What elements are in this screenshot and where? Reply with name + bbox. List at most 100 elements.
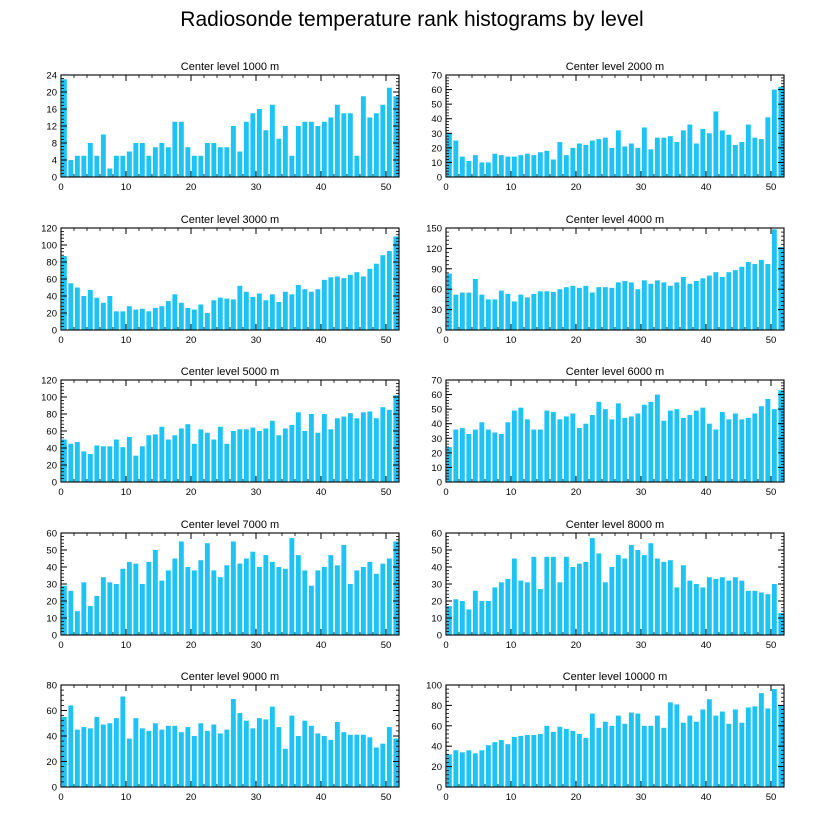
histogram-bar (139, 728, 145, 787)
histogram-bar (334, 565, 340, 635)
histogram-bar (360, 276, 366, 330)
histogram-panel-5: Center level 5000 m 0 10 20 30 40 50 0 20 40 60 80 1… (41, 366, 400, 498)
panel-title: Center level 1000 m (181, 61, 279, 73)
histogram-bar (347, 274, 353, 330)
histogram-bar (758, 693, 764, 787)
histogram-bar (765, 117, 771, 177)
histogram-bar (159, 729, 165, 788)
histogram-bar (113, 155, 119, 177)
histogram-bar (100, 724, 106, 787)
histogram-bar (81, 582, 87, 635)
histogram-bar (641, 280, 647, 330)
histogram-bar (276, 301, 282, 330)
histogram-bar (511, 737, 517, 787)
histogram-bar (295, 284, 301, 330)
histogram-bar (680, 417, 686, 482)
y-tick-label: 60 (46, 706, 57, 717)
histogram-bar (609, 567, 615, 635)
y-tick-label: 0 (437, 173, 442, 184)
histogram-bar (269, 294, 275, 330)
y-tick-label: 40 (46, 732, 57, 743)
histogram-bar (178, 428, 184, 482)
histogram-bar (459, 156, 465, 177)
histogram-bar (628, 143, 634, 177)
y-tick-label: 30 (46, 580, 57, 591)
histogram-bar (505, 744, 511, 787)
histogram-bar (373, 573, 379, 635)
histogram-bar (308, 414, 314, 482)
histogram-bar (544, 410, 550, 482)
histogram-bar (498, 740, 504, 787)
histogram-bar (453, 140, 459, 177)
x-tick-label: 10 (121, 182, 132, 193)
histogram-bar (204, 313, 210, 330)
histogram-bar (518, 580, 524, 635)
x-tick-label: 20 (186, 640, 197, 651)
histogram-bar (511, 301, 517, 330)
histogram-bar (217, 733, 223, 787)
histogram-bar (224, 298, 230, 330)
x-tick-label: 30 (636, 792, 647, 803)
histogram-bar (693, 584, 699, 635)
histogram-bar (120, 447, 126, 482)
x-tick-label: 20 (186, 335, 197, 346)
histogram-bar (269, 420, 275, 482)
y-tick-label: 30 (431, 434, 442, 445)
histogram-panel-4: Center level 4000 m 0 10 20 30 40 50 0 30 60 90 120… (426, 214, 785, 346)
histogram-bar (100, 302, 106, 330)
histogram-bar (120, 568, 126, 635)
histogram-bar (263, 719, 269, 787)
x-tick-label: 50 (381, 792, 392, 803)
histogram-bar (276, 567, 282, 635)
x-tick-label: 10 (121, 335, 132, 346)
histogram-panel-6: Center level 6000 m 0 10 20 30 40 50 0 10 20 30 40 5… (431, 366, 785, 498)
histogram-bar (289, 155, 295, 177)
histogram-bar (719, 130, 725, 177)
histogram-bar (680, 722, 686, 787)
histogram-bar (752, 264, 758, 330)
x-tick-label: 10 (506, 640, 517, 651)
histogram-bar (479, 750, 485, 787)
histogram-bar (739, 419, 745, 482)
histogram-bar (224, 147, 230, 177)
histogram-bar (576, 733, 582, 787)
histogram-bar (596, 401, 602, 482)
histogram-bar (191, 736, 197, 787)
histogram-bar (505, 422, 511, 482)
histogram-bar (726, 134, 732, 177)
x-tick-label: 40 (701, 487, 712, 498)
x-tick-label: 40 (316, 792, 327, 803)
x-tick-label: 10 (506, 487, 517, 498)
histogram-bar (250, 113, 256, 177)
histogram-bar (479, 422, 485, 482)
histogram-bar (615, 282, 621, 330)
histogram-bar (544, 725, 550, 787)
histogram-bar (511, 410, 517, 482)
histogram-bar (269, 561, 275, 635)
histogram-bar (367, 411, 373, 482)
histogram-bar (570, 567, 576, 635)
histogram-bar (570, 413, 576, 482)
histogram-bar (615, 555, 621, 635)
histogram-bar (609, 419, 615, 482)
histogram-bar (237, 563, 243, 635)
panel-title: Center level 5000 m (181, 366, 279, 378)
histogram-bar (485, 601, 491, 635)
histogram-bar (661, 561, 667, 635)
histogram-bar (380, 104, 386, 177)
y-tick-label: 20 (46, 597, 57, 608)
histogram-bar (133, 309, 139, 330)
histogram-bar (576, 428, 582, 482)
histogram-bar (485, 429, 491, 482)
histogram-bar (289, 425, 295, 482)
histogram-bar (674, 142, 680, 177)
histogram-bar (719, 711, 725, 787)
histogram-bar (295, 412, 301, 482)
histogram-bar (446, 754, 452, 787)
x-tick-label: 0 (443, 487, 448, 498)
histogram-bar (237, 429, 243, 482)
y-tick-label: 0 (437, 326, 442, 337)
histogram-bar (295, 126, 301, 177)
histogram-bar (609, 725, 615, 787)
